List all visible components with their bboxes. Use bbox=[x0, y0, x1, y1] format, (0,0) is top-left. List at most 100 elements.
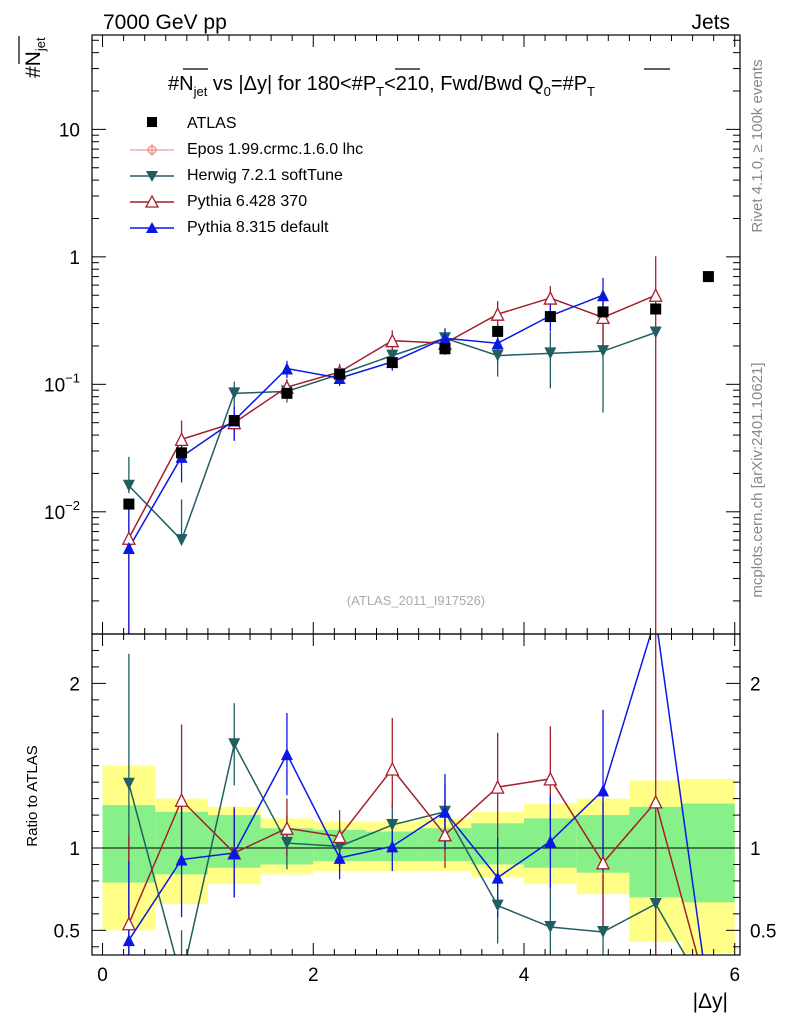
legend-marker-atlas bbox=[147, 117, 157, 127]
atlas-point bbox=[281, 387, 293, 399]
atlas-point bbox=[492, 325, 504, 337]
atlas-point bbox=[334, 368, 346, 380]
ratio-point-herwig-7-2-1-softtune bbox=[386, 818, 399, 831]
point-herwig-7-2-1-softtune bbox=[544, 347, 557, 360]
point-pythia-6-428-370 bbox=[648, 287, 663, 302]
point-herwig-7-2-1-softtune bbox=[649, 326, 662, 339]
tick-exponent: −1 bbox=[65, 370, 80, 385]
ratio-y-label: Ratio to ATLAS bbox=[24, 745, 41, 846]
atlas-point bbox=[228, 415, 240, 427]
point-pythia-8-315-default bbox=[597, 289, 610, 302]
point-pythia-6-428-370 bbox=[385, 333, 400, 348]
legend-marker-epos bbox=[146, 144, 158, 156]
ratio-point-pythia-8-315-default bbox=[228, 846, 241, 859]
atlas-point bbox=[439, 343, 451, 355]
ratio-line-pythia-8-315-default bbox=[128, 634, 704, 955]
point-herwig-7-2-1-softtune bbox=[228, 387, 241, 400]
ratio-point-herwig-7-2-1-softtune bbox=[122, 777, 135, 790]
ratio-point-herwig-7-2-1-softtune bbox=[544, 921, 557, 934]
point-pythia-8-315-default bbox=[280, 362, 293, 375]
header-category: Jets bbox=[691, 11, 730, 34]
ratio-point-pythia-6-428-370 bbox=[279, 820, 294, 835]
ratio-point-pythia-8-315-default bbox=[122, 934, 135, 947]
x-tick-label: 6 bbox=[729, 965, 740, 986]
header-energy: 7000 GeV pp bbox=[103, 11, 227, 34]
ratio-line-pythia-6-428-370 bbox=[128, 767, 699, 955]
legend-label-pythia6: Pythia 6.428 370 bbox=[187, 193, 307, 210]
ratio-point-pythia-6-428-370 bbox=[648, 794, 663, 809]
legend-marker-herwig bbox=[146, 171, 158, 182]
mcplots-label: mcplots.cern.ch [arXiv:2401.10621] bbox=[749, 362, 766, 597]
watermark: (ATLAS_2011_I917526) bbox=[347, 593, 485, 608]
atlas-point bbox=[650, 303, 662, 315]
legend: ATLAS Epos 1.99.crmc.1.6.0 lhc Herwig 7.… bbox=[130, 115, 363, 236]
ratio-point-pythia-8-315-default bbox=[280, 748, 293, 761]
ratio-point-pythia-6-428-370 bbox=[174, 792, 189, 807]
ratio-y-tick-label: 1 bbox=[69, 839, 80, 860]
x-tick-label: 4 bbox=[519, 965, 530, 986]
ratio-point-pythia-8-315-default bbox=[438, 805, 451, 818]
ratio-y-tick-label-right: 1 bbox=[750, 839, 761, 860]
tick-base: 10 bbox=[44, 375, 65, 396]
atlas-point bbox=[702, 271, 714, 283]
ratio-point-pythia-6-428-370 bbox=[543, 771, 558, 786]
tick-base: 1 bbox=[69, 248, 80, 269]
ratio-point-herwig-7-2-1-softtune bbox=[491, 899, 504, 912]
main-y-tick-label: 10−1 bbox=[44, 370, 80, 396]
tick-base: 10 bbox=[44, 503, 65, 524]
point-herwig-7-2-1-softtune bbox=[122, 479, 135, 492]
main-curves bbox=[128, 256, 657, 634]
point-pythia-8-315-default bbox=[122, 542, 135, 555]
band-inner-11 bbox=[682, 803, 735, 903]
x-axis-label: |Δy| bbox=[693, 990, 728, 1013]
ratio-point-pythia-6-428-370 bbox=[332, 829, 347, 844]
main-y-tick-label: 10−2 bbox=[44, 498, 80, 524]
legend-label-atlas: ATLAS bbox=[187, 115, 237, 132]
ratio-line-herwig-7-2-1-softtune bbox=[128, 742, 686, 955]
ratio-point-herwig-7-2-1-softtune bbox=[333, 840, 346, 853]
ratio-point-pythia-6-428-370 bbox=[121, 916, 136, 931]
ratio-point-pythia-6-428-370 bbox=[437, 827, 453, 842]
legend-marker-pythia8 bbox=[146, 222, 158, 233]
atlas-point bbox=[386, 357, 398, 369]
point-pythia-8-315-default bbox=[491, 337, 504, 350]
ratio-point-herwig-7-2-1-softtune bbox=[228, 738, 241, 751]
tick-exponent: −2 bbox=[65, 498, 80, 513]
point-pythia-8-315-default bbox=[438, 332, 451, 345]
chart-title-text: #Njet vs |Δy| for 180<#PT<210, Fwd/Bwd Q… bbox=[168, 73, 595, 99]
series-line-pythia-8-315-default bbox=[128, 294, 604, 549]
data-markers bbox=[121, 271, 714, 947]
point-herwig-7-2-1-softtune bbox=[597, 345, 610, 358]
ratio-y-tick-label-right: 2 bbox=[750, 674, 761, 695]
chart-title: #Njet vs |Δy| for 180<#PT<210, Fwd/Bwd Q… bbox=[168, 68, 670, 99]
atlas-point bbox=[544, 311, 556, 323]
ratio-point-pythia-6-428-370 bbox=[385, 761, 400, 776]
main-y-tick-label: 10 bbox=[59, 120, 80, 141]
atlas-point bbox=[123, 498, 135, 510]
ratio-point-pythia-8-315-default bbox=[333, 851, 346, 864]
main-y-tick-label: 1 bbox=[69, 248, 80, 269]
legend-label-pythia8: Pythia 8.315 default bbox=[187, 219, 329, 236]
ratio-point-pythia-8-315-default bbox=[386, 840, 399, 853]
ratio-point-pythia-6-428-370 bbox=[595, 855, 611, 870]
tick-base: 10 bbox=[59, 120, 80, 141]
point-pythia-6-428-370 bbox=[543, 290, 558, 305]
atlas-point bbox=[597, 306, 609, 318]
atlas-point bbox=[176, 447, 188, 459]
rivet-label: Rivet 4.1.0, ≥ 100k events bbox=[749, 59, 766, 232]
ratio-plot-frame bbox=[91, 633, 741, 956]
ratio-point-pythia-8-315-default bbox=[544, 835, 557, 848]
ratio-point-pythia-8-315-default bbox=[597, 784, 610, 797]
legend-marker-pythia6 bbox=[144, 194, 160, 208]
ratio-point-herwig-7-2-1-softtune bbox=[280, 837, 293, 850]
point-pythia-6-428-370 bbox=[490, 306, 505, 321]
legend-label-epos: Epos 1.99.crmc.1.6.0 lhc bbox=[187, 141, 363, 158]
main-y-label: #Njet bbox=[18, 36, 48, 78]
point-pythia-6-428-370 bbox=[595, 309, 611, 325]
ratio-point-herwig-7-2-1-softtune bbox=[597, 925, 610, 938]
point-herwig-7-2-1-softtune bbox=[491, 349, 504, 362]
ratio-y-tick-label-right: 0.5 bbox=[750, 921, 776, 942]
ratio-uncertainty-bands bbox=[92, 765, 740, 954]
